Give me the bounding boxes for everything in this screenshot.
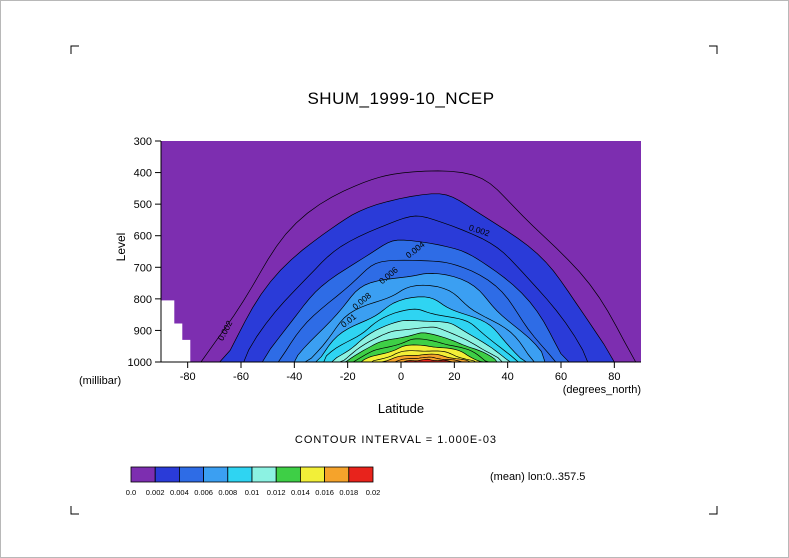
x-tick-label: 80 (608, 371, 620, 383)
colorbar-cell (154, 466, 180, 483)
contour-line-0.007 (304, 284, 535, 362)
missing-data-region (161, 300, 191, 362)
mean-lon-note: (mean) lon:0..357.5 (490, 471, 586, 483)
contour-field (161, 141, 641, 362)
colorbar-tick-label: 0.002 (146, 488, 165, 497)
colorbar-cell (251, 466, 277, 483)
colorbar-cell (227, 466, 253, 483)
colorbar-tick-label: 0.006 (194, 488, 213, 497)
colorbar-tick-label: 0.02 (366, 488, 381, 497)
x-axis-label: Latitude (377, 401, 425, 416)
colorbar-tick-label: 0.01 (245, 488, 260, 497)
y-tick-label: 300 (134, 136, 152, 148)
colorbar-cell (275, 466, 301, 483)
x-tick-label: 20 (448, 371, 460, 383)
y-tick-label: 900 (134, 325, 152, 337)
y-axis-units: (millibar) (79, 375, 122, 387)
y-tick-label: 500 (134, 199, 152, 211)
colorbar-tick-label: 0.008 (218, 488, 237, 497)
contour-fill-0.018 (403, 358, 455, 362)
y-axis-label: Level (114, 232, 128, 262)
contour-interval-note: CONTOUR INTERVAL = 1.000E-03 (294, 434, 498, 446)
contour-fill-0.016 (379, 353, 471, 362)
x-tick-label: -80 (180, 371, 196, 383)
contour-line-0.009 (323, 308, 519, 362)
colorbar-tick-label: 0.004 (170, 488, 189, 497)
contour-line-0.013 (352, 338, 490, 362)
y-tick-label: 600 (134, 231, 152, 243)
colorbar-tick-label: 0.016 (315, 488, 334, 497)
x-axis-units: (degrees_north) (562, 384, 641, 396)
corner-mark (709, 506, 718, 515)
colorbar-cell (299, 466, 325, 483)
y-tick-label: 700 (134, 262, 152, 274)
y-tick-label: 400 (134, 168, 152, 180)
corner-mark (70, 506, 79, 515)
contour-line-0.005 (278, 259, 556, 362)
x-tick-label: 0 (398, 371, 404, 383)
x-tick-label: -60 (233, 371, 249, 383)
x-tick-label: -40 (286, 371, 302, 383)
colorbar-cell (178, 466, 204, 483)
colorbar-cell (203, 466, 229, 483)
contour-line-0.003 (243, 215, 589, 362)
colorbar-tick-label: 0.014 (291, 488, 310, 497)
colorbar-cell (130, 466, 156, 483)
contour-line-0.015 (371, 350, 476, 362)
page-title: SHUM_1999-10_NCEP (307, 89, 495, 108)
contour-line-0.017 (393, 356, 463, 362)
y-tick-label: 800 (134, 294, 152, 306)
x-tick-label: 60 (555, 371, 567, 383)
colorbar-tick-label: 0.018 (339, 488, 358, 497)
y-tick-label: 1000 (128, 357, 152, 369)
corner-mark (70, 45, 79, 54)
colorbar-tick-label: 0.012 (267, 488, 286, 497)
corner-mark (709, 45, 718, 54)
colorbar-cell (324, 466, 350, 483)
colorbar-cell (348, 466, 374, 483)
contour-fill-0.014 (360, 344, 484, 362)
x-tick-label: 40 (502, 371, 514, 383)
contour-line-0.001 (200, 170, 637, 362)
x-tick-label: -20 (340, 371, 356, 383)
contour-line-0.011 (339, 326, 503, 362)
colorbar-tick-label: 0.0 (126, 488, 136, 497)
